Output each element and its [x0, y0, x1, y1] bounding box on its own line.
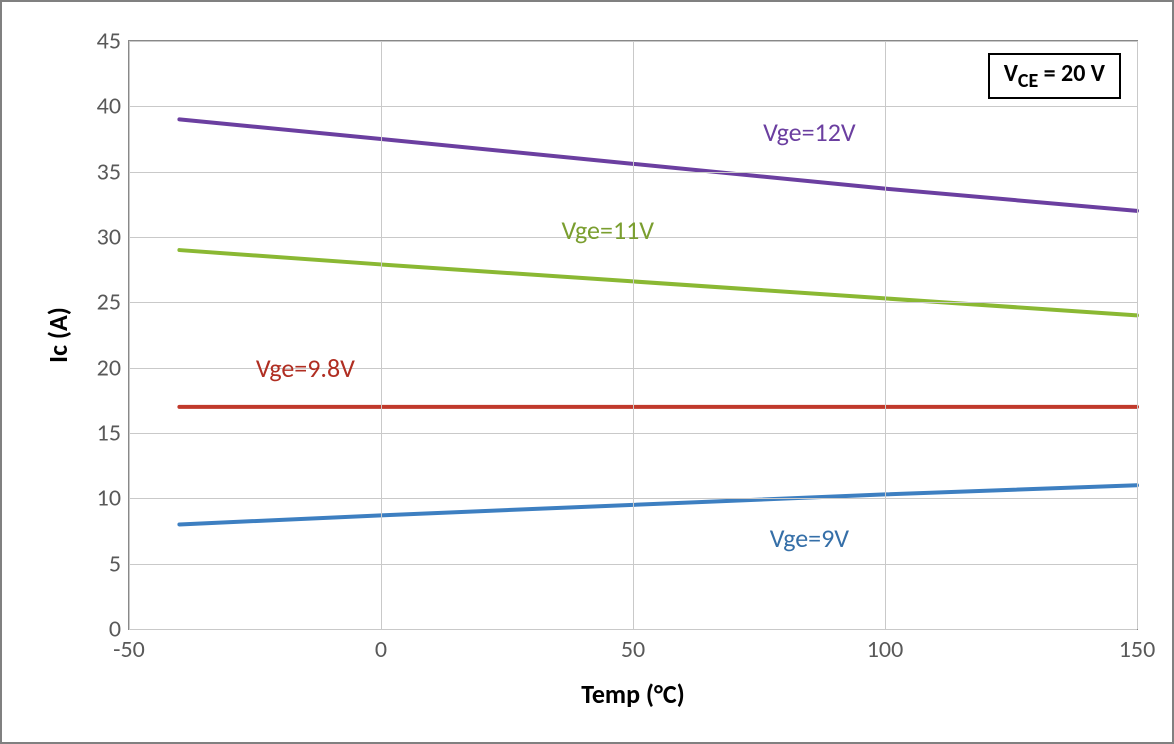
- y-tick-label: 45: [97, 27, 129, 56]
- series-line-Vge=9V: [179, 485, 1137, 524]
- y-axis-title: Ic (A): [42, 307, 74, 363]
- series-label-Vge=9.8V: Vge=9.8V: [256, 352, 355, 384]
- y-tick-label: 35: [97, 157, 129, 186]
- y-tick-label: 15: [97, 419, 129, 448]
- series-line-Vge=11V: [179, 250, 1137, 315]
- y-tick-label: 10: [97, 484, 129, 513]
- gridline-v: [633, 41, 634, 629]
- y-tick-label: 40: [97, 92, 129, 121]
- vce-annotation: VCE = 20 V: [988, 53, 1121, 99]
- x-tick-label: 50: [621, 629, 645, 664]
- y-tick-label: 5: [109, 549, 129, 578]
- chart-frame: VCE = 20 V 051015202530354045-5005010015…: [0, 0, 1174, 744]
- gridline-v: [1137, 41, 1138, 629]
- gridline-v: [885, 41, 886, 629]
- y-tick-label: 30: [97, 223, 129, 252]
- chart: VCE = 20 V 051015202530354045-5005010015…: [20, 20, 1154, 724]
- x-tick-label: -50: [113, 629, 145, 664]
- gridline-v: [129, 41, 130, 629]
- x-tick-label: 0: [375, 629, 387, 664]
- series-label-Vge=11V: Vge=11V: [562, 214, 655, 246]
- series-label-Vge=9V: Vge=9V: [770, 522, 849, 554]
- x-tick-label: 100: [867, 629, 904, 664]
- plot-area: VCE = 20 V 051015202530354045-5005010015…: [128, 40, 1138, 630]
- y-tick-label: 20: [97, 353, 129, 382]
- x-axis-title: Temp (°C): [581, 678, 685, 710]
- x-tick-label: 150: [1119, 629, 1156, 664]
- series-line-Vge=12V: [179, 119, 1137, 210]
- series-label-Vge=12V: Vge=12V: [763, 116, 856, 148]
- gridline-v: [381, 41, 382, 629]
- y-tick-label: 25: [97, 288, 129, 317]
- annot-text: VCE = 20 V: [1004, 59, 1105, 88]
